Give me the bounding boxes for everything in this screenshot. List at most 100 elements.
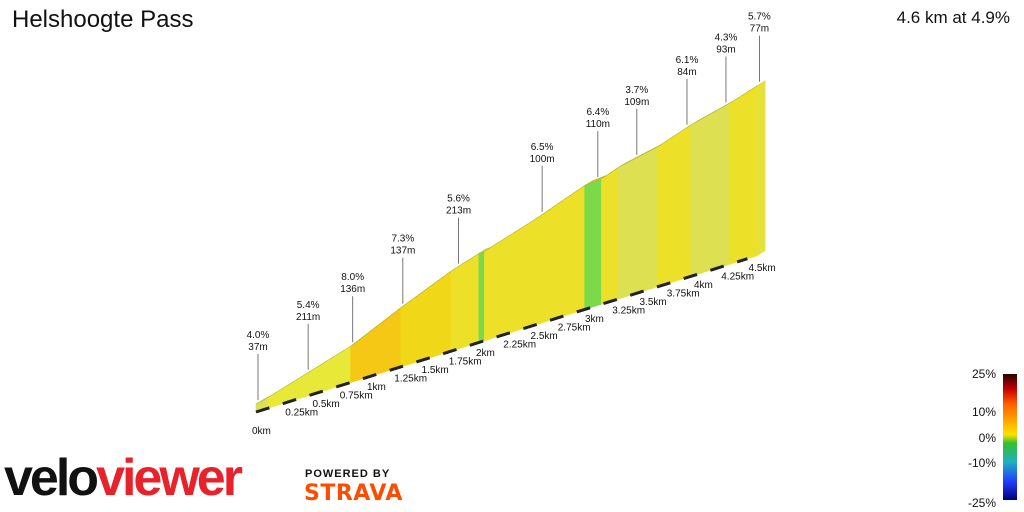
profile-face-slice — [456, 263, 463, 350]
profile-face-slice — [445, 270, 452, 354]
profile-face-slice — [266, 393, 274, 409]
profile-end-cap — [757, 80, 766, 256]
profile-face-slice — [601, 174, 608, 305]
profile-face-slice — [673, 131, 680, 283]
annotation-gradient: 3.7% — [625, 85, 648, 96]
profile-face-slice — [300, 373, 307, 399]
profile-face-slice — [745, 88, 753, 260]
profile-face-slice — [400, 302, 407, 368]
profile-face-slice — [489, 243, 496, 340]
profile-face-slice — [695, 118, 702, 276]
x-tick-label: 0.25km — [285, 408, 318, 419]
annotation-gradient: 8.0% — [341, 272, 364, 283]
annotation-length: 109m — [624, 97, 649, 108]
profile-face-slice — [578, 184, 585, 312]
profile-face-slice — [706, 112, 714, 272]
profile-face-slice — [656, 142, 663, 288]
x-tick-label: 0.5km — [313, 399, 340, 410]
x-tick-label: 0km — [252, 426, 271, 437]
strava-logo: STRAVA — [304, 481, 403, 506]
annotation-length: 77m — [750, 24, 769, 35]
profile-face-slice — [361, 332, 368, 380]
annotation-length: 110m — [586, 119, 610, 130]
distance-axis — [255, 257, 748, 414]
legend-label-neg25: -25% — [967, 496, 996, 510]
veloviewer-logo: veloviewer — [4, 449, 243, 507]
x-tick-label: 1.5km — [422, 365, 449, 376]
profile-face-slice — [562, 196, 569, 317]
annotation-length: 137m — [390, 246, 415, 257]
profile-face-slice — [617, 164, 624, 300]
profile-face-slice — [567, 192, 574, 316]
legend-label-10: 10% — [971, 405, 996, 419]
x-tick-label: 1km — [367, 382, 386, 393]
profile-face-slice — [701, 115, 708, 274]
profile-face-slice — [539, 211, 546, 324]
profile-face-slice — [406, 298, 413, 366]
profile-face-slice — [645, 149, 652, 291]
profile-face-slice — [417, 290, 424, 363]
x-tick-label: 4.5km — [749, 263, 776, 274]
profile-face-slice — [428, 282, 435, 359]
profile-face-slice — [623, 161, 630, 298]
profile-face-slice — [517, 226, 524, 331]
profile-face-slice — [350, 341, 357, 383]
profile-face-slice — [723, 102, 730, 267]
profile-face-slice — [556, 200, 563, 319]
profile-face-slice — [589, 180, 597, 309]
chart-title: Helshoogte Pass — [12, 6, 194, 33]
profile-face-slice — [584, 182, 591, 310]
profile-face-slice — [433, 278, 441, 357]
profile-face-slice — [612, 166, 619, 302]
x-tick-label: 3.5km — [640, 297, 667, 308]
profile-face-slice — [394, 307, 402, 369]
x-tick-label: 2.25km — [503, 340, 536, 351]
annotation-gradient: 5.7% — [748, 12, 771, 23]
profile-face-slice — [383, 315, 391, 373]
profile-face-slice — [478, 250, 485, 343]
profile-face-slice — [467, 256, 474, 347]
profile-face-slice — [573, 188, 580, 314]
profile-face-slice — [740, 92, 747, 262]
profile-face-slice — [718, 105, 725, 269]
powered-by-label: POWERED BY — [305, 468, 391, 480]
profile-face-slice — [305, 369, 313, 397]
x-tick-label: 1.75km — [449, 357, 482, 368]
annotation-gradient: 4.0% — [247, 330, 270, 341]
profile-face-slice — [550, 203, 558, 321]
profile-face-slice — [729, 99, 736, 265]
annotation-gradient: 5.6% — [447, 194, 470, 205]
profile-face-slice — [355, 337, 363, 382]
profile-face-slice — [523, 222, 530, 329]
profile-face-slice — [339, 349, 346, 387]
profile-face-slice — [389, 311, 396, 371]
annotation-gradient: 4.3% — [715, 32, 738, 43]
annotation-gradient: 6.4% — [586, 107, 609, 118]
x-tick-label: 2.5km — [531, 331, 558, 342]
profile-face-slice — [667, 135, 675, 284]
annotation-gradient: 6.5% — [531, 142, 554, 153]
annotation-length: 136m — [340, 284, 365, 295]
annotation-length: 100m — [530, 154, 555, 165]
profile-face-slice — [511, 229, 519, 333]
profile-face-slice — [640, 152, 647, 293]
profile-face-slice — [545, 207, 552, 323]
profile-face-slice — [294, 376, 301, 401]
annotation-gradient: 6.1% — [676, 55, 699, 66]
profile-face-slice — [344, 345, 352, 385]
gradient-color-legend — [1003, 374, 1017, 500]
profile-face-slice — [734, 95, 741, 263]
profile-face-slice — [712, 109, 719, 270]
x-tick-label: 3.75km — [667, 289, 700, 300]
profile-face-slice — [311, 366, 318, 396]
x-tick-label: 3.25km — [612, 306, 645, 317]
annotation-length: 37m — [248, 342, 267, 353]
profile-face-slice — [316, 362, 324, 394]
climb-summary: 4.6 km at 4.9% — [896, 8, 1010, 27]
profile-face-slice — [328, 355, 335, 390]
profile-face-slice — [272, 390, 279, 408]
legend-label-neg10: -10% — [967, 456, 996, 470]
profile-face-slice — [634, 155, 641, 295]
profile-face-slice — [595, 178, 602, 307]
